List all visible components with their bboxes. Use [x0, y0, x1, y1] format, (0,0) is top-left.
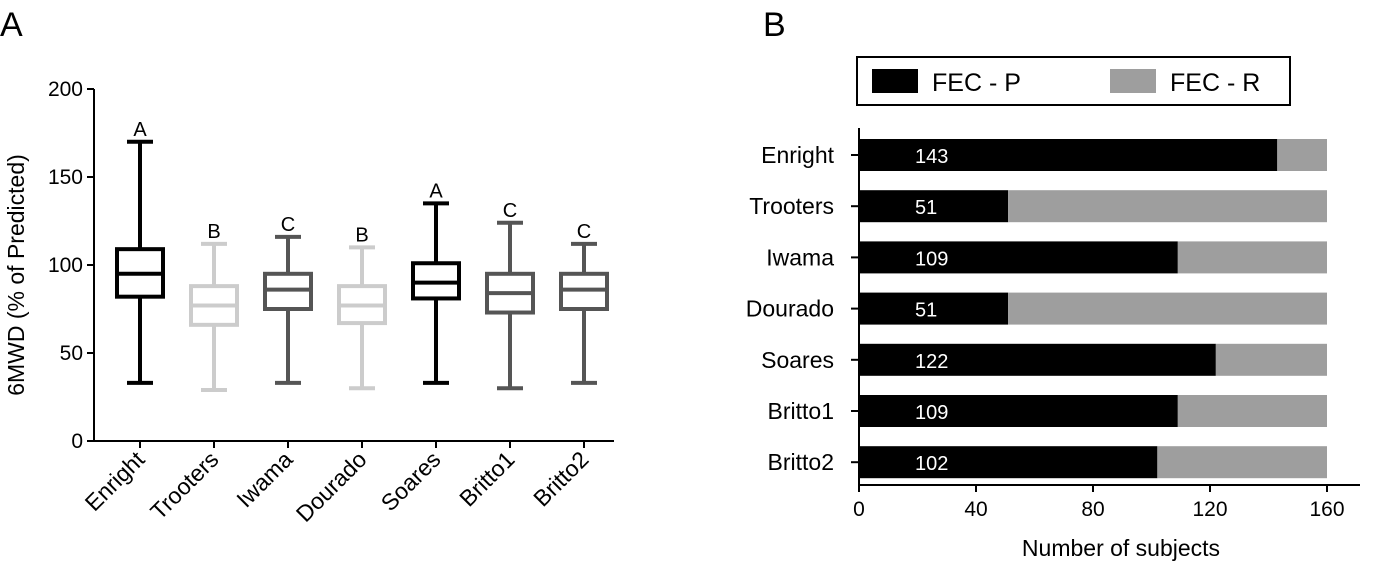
bar-segment-fec-r	[1008, 190, 1327, 223]
legend-swatch-fec-r	[1110, 69, 1156, 93]
legend-swatch-fec-p	[872, 69, 918, 93]
x-category-label: Britto1	[454, 446, 519, 511]
legend: FEC - P FEC - R	[856, 56, 1291, 106]
group-letter: C	[281, 214, 295, 236]
panel-b-label: B	[763, 6, 786, 44]
x-tick-label: 40	[964, 498, 987, 521]
bar-data-label: 109	[915, 248, 948, 270]
y-axis-title: 6MWD (% of Predicted)	[3, 154, 29, 396]
bar-segment-fec-r	[1215, 343, 1327, 376]
x-category-label: Soares	[376, 446, 446, 516]
x-tick-label: 80	[1081, 498, 1104, 521]
bar-segment-fec-p	[859, 139, 1278, 171]
y-category-label: Trooters	[749, 193, 834, 219]
bar-axes: 0 40 80 120 160 Enright Trooters Iwama Dourado So…	[746, 128, 1360, 521]
x-category-label: Iwama	[231, 446, 297, 512]
x-category-label: Dourado	[291, 446, 372, 527]
bar-data-label: 51	[915, 197, 937, 219]
bar-data-label: 122	[915, 351, 948, 373]
legend-label-fec-r: FEC - R	[1170, 69, 1260, 97]
bar-segment-fec-r	[1008, 292, 1327, 325]
y-category-label: Dourado	[746, 296, 834, 322]
x-axis-title: Number of subjects	[1022, 535, 1220, 561]
y-category-label: Soares	[761, 347, 834, 373]
stacked-bar-chart: FEC - P FEC - R 0 40 80 120 160 Enright Troote…	[746, 56, 1360, 561]
y-tick-label: 50	[60, 342, 83, 365]
bar-data-label: 102	[915, 453, 948, 475]
bar-segment-fec-p	[859, 190, 1009, 223]
bar-data-label: 143	[915, 146, 948, 168]
bar-segment-fec-r	[1157, 446, 1327, 479]
group-letter: C	[503, 200, 517, 222]
bar-segment-fec-p	[859, 343, 1216, 376]
group-letter: C	[577, 221, 591, 243]
bar-segment-fec-r	[1277, 139, 1327, 171]
x-tick-label: 120	[1192, 498, 1227, 521]
group-letter: A	[133, 119, 147, 141]
y-category-label: Britto1	[768, 398, 834, 424]
x-tick-label: 0	[853, 498, 865, 521]
group-letter: A	[429, 180, 443, 202]
boxplot-boxes: A B C B A C C	[115, 119, 609, 392]
x-tick-label: 160	[1309, 498, 1344, 521]
group-letter: B	[207, 221, 220, 243]
bar-segment-fec-p	[859, 241, 1178, 274]
bar-segment-fec-p	[859, 395, 1178, 427]
bar-segment-fec-p	[859, 292, 1009, 325]
y-tick-label: 200	[48, 78, 83, 101]
legend-label-fec-p: FEC - P	[932, 69, 1021, 97]
group-letter: B	[355, 224, 368, 246]
legend-box	[856, 56, 1291, 106]
x-category-label: Enright	[80, 446, 150, 516]
bar-segment-fec-r	[1177, 241, 1327, 274]
bar-data-label: 51	[915, 300, 937, 322]
y-category-label: Iwama	[766, 244, 834, 270]
y-tick-label: 100	[48, 254, 83, 277]
bar-data-label: 109	[915, 402, 948, 424]
y-tick-label: 0	[71, 430, 83, 453]
y-category-label: Enright	[761, 142, 834, 168]
x-category-label: Trooters	[145, 446, 223, 524]
panel-a-label: A	[0, 6, 23, 44]
bar-series: 143 51 109 51 122 109 102	[859, 139, 1327, 479]
bar-segment-fec-r	[1177, 395, 1327, 427]
y-category-label: Britto2	[768, 449, 834, 475]
y-tick-label: 150	[48, 166, 83, 189]
x-category-label: Britto2	[528, 446, 593, 511]
bar-segment-fec-p	[859, 446, 1158, 479]
